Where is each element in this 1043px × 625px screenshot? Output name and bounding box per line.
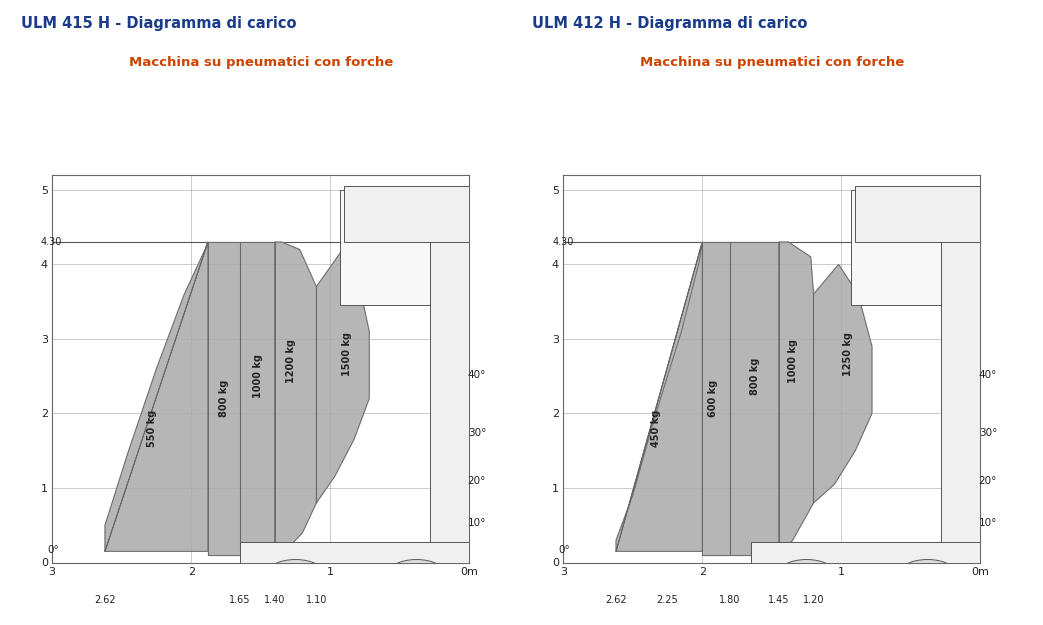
Text: 600 kg: 600 kg xyxy=(708,380,719,417)
Bar xyxy=(942,190,980,562)
Text: Macchina su pneumatici con forche: Macchina su pneumatici con forche xyxy=(639,56,904,69)
Bar xyxy=(855,186,980,242)
Circle shape xyxy=(776,559,838,592)
Text: 10°: 10° xyxy=(467,518,486,528)
Text: 1.20: 1.20 xyxy=(803,596,824,606)
Text: 1.65: 1.65 xyxy=(229,596,250,606)
Text: 1000 kg: 1000 kg xyxy=(253,354,263,398)
Text: 0°: 0° xyxy=(47,545,59,555)
Text: ULM 412 H - Diagramma di carico: ULM 412 H - Diagramma di carico xyxy=(532,16,807,31)
Bar xyxy=(340,190,431,306)
Text: 2.62: 2.62 xyxy=(94,596,116,606)
Text: 4.30: 4.30 xyxy=(41,237,63,247)
Polygon shape xyxy=(616,242,702,551)
Circle shape xyxy=(386,559,447,592)
Text: 1.10: 1.10 xyxy=(306,596,328,606)
Polygon shape xyxy=(274,242,316,555)
Text: 10°: 10° xyxy=(978,518,997,528)
Bar xyxy=(431,190,469,562)
Bar xyxy=(344,186,469,242)
Text: 450 kg: 450 kg xyxy=(652,410,661,447)
Text: 1.80: 1.80 xyxy=(720,596,741,606)
Bar xyxy=(240,542,469,562)
Bar xyxy=(751,542,980,562)
Text: 2.25: 2.25 xyxy=(657,596,678,606)
Text: 1500 kg: 1500 kg xyxy=(342,332,351,376)
Polygon shape xyxy=(208,242,240,555)
Text: 1.45: 1.45 xyxy=(768,596,790,606)
Polygon shape xyxy=(105,242,208,551)
Text: 30°: 30° xyxy=(467,428,486,438)
Polygon shape xyxy=(730,242,779,555)
Circle shape xyxy=(265,559,326,592)
Circle shape xyxy=(897,559,959,592)
Text: ULM 415 H - Diagramma di carico: ULM 415 H - Diagramma di carico xyxy=(21,16,296,31)
Text: 1250 kg: 1250 kg xyxy=(844,332,853,376)
Text: Macchina su pneumatici con forche: Macchina su pneumatici con forche xyxy=(128,56,393,69)
Polygon shape xyxy=(702,242,730,555)
Polygon shape xyxy=(240,242,274,555)
Polygon shape xyxy=(814,264,872,503)
Text: 20°: 20° xyxy=(978,476,997,486)
Text: 1200 kg: 1200 kg xyxy=(287,339,296,383)
Text: 40°: 40° xyxy=(978,370,997,380)
Text: 800 kg: 800 kg xyxy=(219,380,228,418)
Polygon shape xyxy=(316,253,369,503)
Text: 40°: 40° xyxy=(467,370,486,380)
Text: 59°: 59° xyxy=(882,176,900,186)
Text: 800 kg: 800 kg xyxy=(750,357,760,395)
Text: 1.40: 1.40 xyxy=(264,596,286,606)
Text: 550 kg: 550 kg xyxy=(147,410,157,447)
Text: 0°: 0° xyxy=(558,545,571,555)
Text: 1000 kg: 1000 kg xyxy=(787,339,798,383)
Text: 30°: 30° xyxy=(978,428,997,438)
Text: 20°: 20° xyxy=(467,476,486,486)
Polygon shape xyxy=(779,242,814,555)
Text: 2.62: 2.62 xyxy=(605,596,627,606)
Bar xyxy=(851,190,942,306)
Text: 4.30: 4.30 xyxy=(552,237,574,247)
